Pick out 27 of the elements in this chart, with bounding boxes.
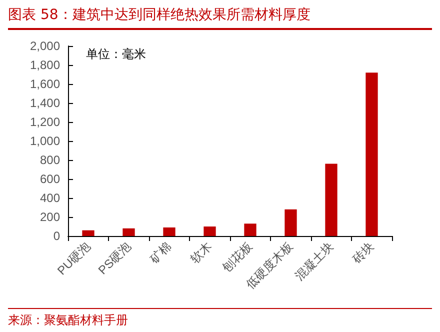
y-tick-label: 800 [40, 153, 60, 167]
y-tick-label: 1,200 [30, 115, 60, 129]
bar [325, 164, 338, 236]
bar [82, 230, 94, 236]
x-tick-label: 混凝土块 [292, 239, 336, 283]
bar [163, 227, 176, 236]
bar [204, 226, 216, 236]
annotation: 单位：毫米 [86, 47, 146, 61]
y-tick-label: 400 [40, 191, 60, 205]
x-tick-label: 刨花板 [219, 239, 256, 276]
y-tick-label: 600 [40, 172, 60, 186]
bar [122, 228, 135, 236]
source-note: 来源：聚氨酯材料手册 [8, 308, 432, 329]
x-tick-label: 砖块 [349, 239, 377, 267]
y-tick-label: 200 [40, 210, 60, 224]
chart-title: 图表 58：建筑中达到同样绝热效果所需材料厚度 [8, 6, 432, 30]
x-tick-label: PS硬泡 [96, 239, 134, 278]
bar [366, 72, 378, 236]
bar [284, 209, 297, 236]
y-tick-label: 1,000 [30, 134, 60, 148]
y-tick-label: 2,000 [30, 39, 60, 53]
y-tick-label: 1,600 [30, 77, 60, 91]
y-tick-label: 1,800 [30, 58, 60, 72]
x-tick-label: 软木 [188, 239, 215, 266]
x-tick-label: 矿棉 [146, 239, 174, 267]
y-tick-label: 1,400 [30, 96, 60, 110]
bar [244, 224, 256, 236]
